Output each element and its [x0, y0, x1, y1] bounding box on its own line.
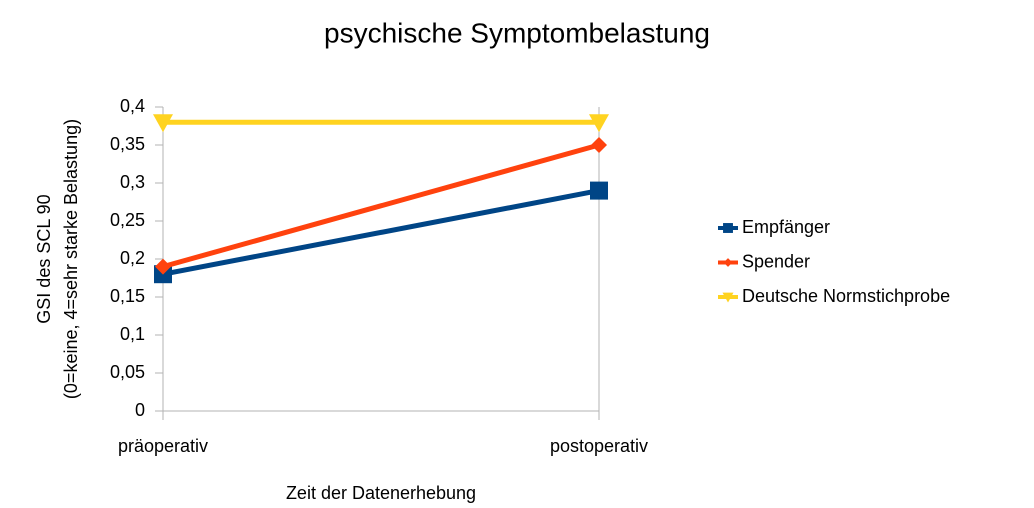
y-tick-label: 0,05 [110, 362, 145, 382]
y-tick-label: 0,4 [120, 96, 145, 116]
marker [591, 137, 607, 153]
y-tick-label: 0,1 [120, 324, 145, 344]
y-tick-label: 0,15 [110, 286, 145, 306]
legend-marker [723, 223, 733, 233]
x-tick-label: postoperativ [550, 436, 648, 456]
marker [589, 114, 609, 133]
y-tick-label: 0,35 [110, 134, 145, 154]
y-tick-label: 0,3 [120, 172, 145, 192]
x-tick-label: präoperativ [118, 436, 208, 456]
x-axis-label: Zeit der Datenerhebung [286, 483, 476, 503]
marker [155, 258, 171, 275]
y-axis-label: GSI des SCL 90 [34, 194, 54, 323]
y-tick-label: 0,2 [120, 248, 145, 268]
legend-marker [722, 292, 734, 303]
chart-title: psychische Symptombelastung [324, 17, 710, 48]
marker [590, 181, 608, 200]
series-line [162, 142, 600, 270]
legend-label: Deutsche Normstichprobe [742, 286, 950, 306]
legend-marker [723, 258, 733, 267]
legend-label: Spender [742, 251, 810, 271]
marker [153, 114, 173, 133]
y-tick-label: 0 [135, 400, 145, 420]
legend-label: Empfänger [742, 217, 830, 237]
y-axis-label: (0=keine, 4=sehr starke Belastung) [61, 119, 81, 399]
series-line [162, 188, 600, 277]
y-tick-label: 0,25 [110, 210, 145, 230]
